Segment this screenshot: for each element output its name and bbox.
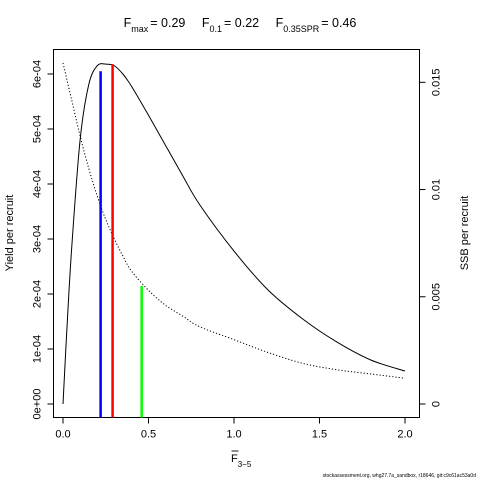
x-tick-label: 0.0 xyxy=(55,429,70,441)
chart-title: Fmax = 0.29 F0.1 = 0.22 F0.35SPR = 0.46 xyxy=(124,16,357,34)
reference-lines xyxy=(99,64,143,418)
svg-text:F3−5: F3−5 xyxy=(231,453,252,469)
footer-note: stockassessment.org, whg27.7a_sandbox, r… xyxy=(323,473,477,479)
y-left-tick-label: 2e-04 xyxy=(32,280,44,308)
y-right-tick-label: 0.015 xyxy=(431,69,443,97)
y-right-tick-label: 0 xyxy=(431,401,443,407)
y-left-tick-label: 5e-04 xyxy=(32,115,44,143)
title-f01-sub: 0.1 xyxy=(210,24,223,34)
y-axis-right: 0 0.005 0.01 0.015 xyxy=(419,69,443,407)
y-left-tick-label: 4e-04 xyxy=(32,170,44,198)
yield-per-recruit-line xyxy=(62,63,406,405)
y-left-tick-label: 1e-04 xyxy=(32,335,44,363)
title-f01-name: F xyxy=(202,16,210,30)
title-fspr-value: = 0.46 xyxy=(321,16,356,30)
x-axis: 0.0 0.5 1.0 1.5 2.0 xyxy=(55,417,413,441)
x-tick-label: 1.5 xyxy=(312,429,327,441)
x-axis-title-sub: 3−5 xyxy=(238,460,252,469)
y-right-tick-label: 0.01 xyxy=(431,179,443,200)
x-tick-label: 2.0 xyxy=(397,429,412,441)
y-axis-left: 0e+00 1e-04 2e-04 3e-04 4e-04 5e-04 6e-04 xyxy=(32,60,54,420)
title-fspr-sub: 0.35SPR xyxy=(283,24,320,34)
y-left-tick-label: 3e-04 xyxy=(32,225,44,253)
x-tick-label: 0.5 xyxy=(141,429,156,441)
title-fspr-name: F xyxy=(276,16,284,30)
y-axis-left-title: Yield per recruit xyxy=(4,195,16,272)
y-left-tick-label: 0e+00 xyxy=(32,389,44,420)
title-fmax-sub: max xyxy=(131,24,149,34)
x-axis-title: F3−5 xyxy=(231,450,252,469)
title-fmax-name: F xyxy=(124,16,132,30)
title-f01-value: = 0.22 xyxy=(224,16,259,30)
title-fmax-value: = 0.29 xyxy=(150,16,185,30)
y-left-tick-label: 6e-04 xyxy=(32,60,44,88)
series-group xyxy=(62,62,406,405)
x-tick-label: 1.0 xyxy=(226,429,241,441)
ssb-per-recruit-line xyxy=(62,62,406,379)
plot-frame xyxy=(53,49,420,418)
y-right-tick-label: 0.005 xyxy=(431,283,443,311)
x-axis-title-base: F xyxy=(231,453,238,465)
y-axis-right-title: SSB per recruit xyxy=(459,196,471,271)
